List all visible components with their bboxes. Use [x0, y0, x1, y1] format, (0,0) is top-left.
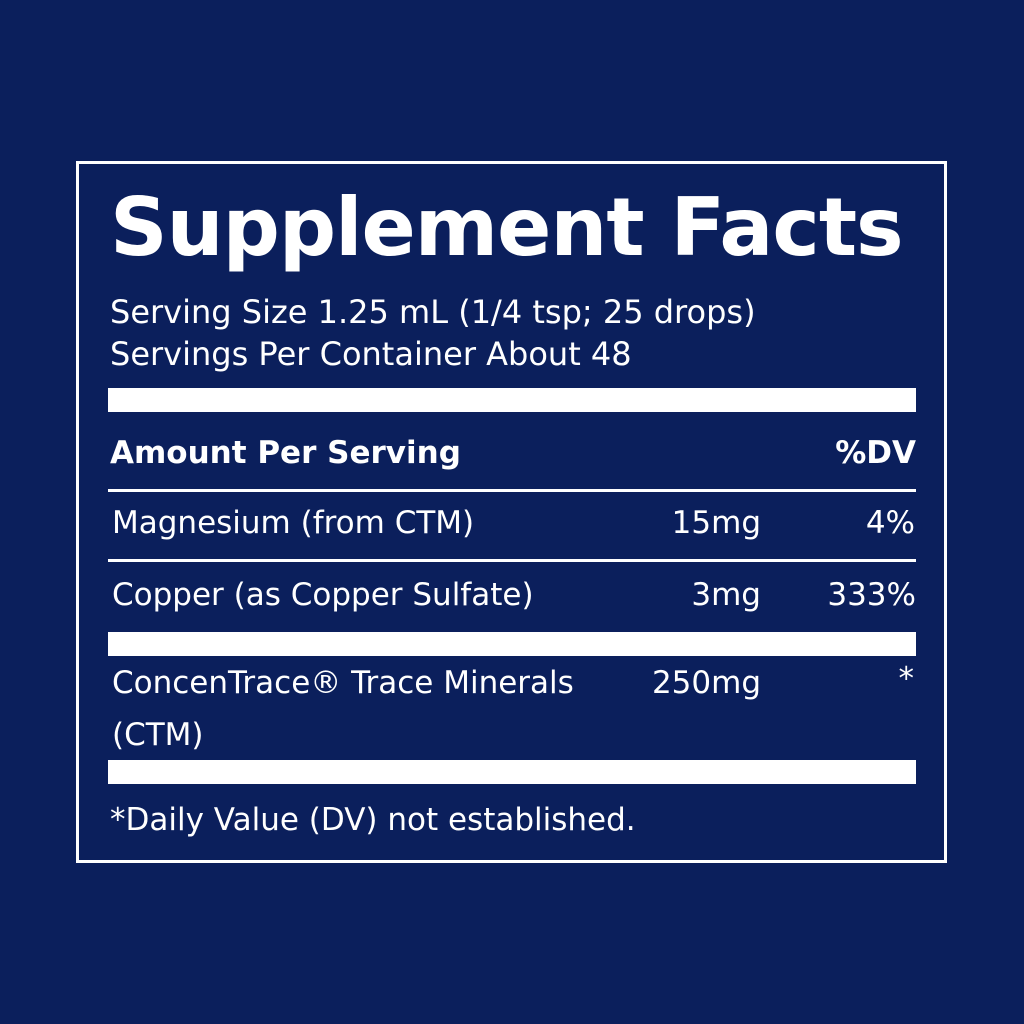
nutrient-name: ConcenTrace® Trace Minerals	[112, 665, 574, 701]
nutrient-amount: 15mg	[671, 505, 761, 541]
servings-per-container: Servings Per Container About 48	[110, 335, 632, 373]
amount-per-serving-header: Amount Per Serving	[110, 435, 461, 471]
divider-thin	[108, 489, 916, 492]
divider-thick	[108, 632, 916, 656]
nutrient-dv: 333%	[827, 577, 916, 613]
nutrient-name: Magnesium (from CTM)	[112, 505, 475, 541]
dv-header: %DV	[835, 435, 916, 471]
nutrient-amount: 3mg	[691, 577, 761, 613]
nutrient-name-line2: (CTM)	[112, 717, 204, 753]
nutrient-amount: 250mg	[651, 665, 761, 701]
nutrient-name: Copper (as Copper Sulfate)	[112, 577, 534, 613]
divider-thin	[108, 559, 916, 562]
panel-title: Supplement Facts	[110, 181, 904, 274]
footnote: *Daily Value (DV) not established.	[110, 802, 636, 838]
serving-size: Serving Size 1.25 mL (1/4 tsp; 25 drops)	[110, 293, 756, 331]
divider-thick	[108, 760, 916, 784]
nutrient-dv: 4%	[865, 505, 915, 541]
supplement-facts-panel	[76, 161, 947, 863]
divider-thick	[108, 388, 916, 412]
nutrient-dv: *	[898, 661, 915, 697]
